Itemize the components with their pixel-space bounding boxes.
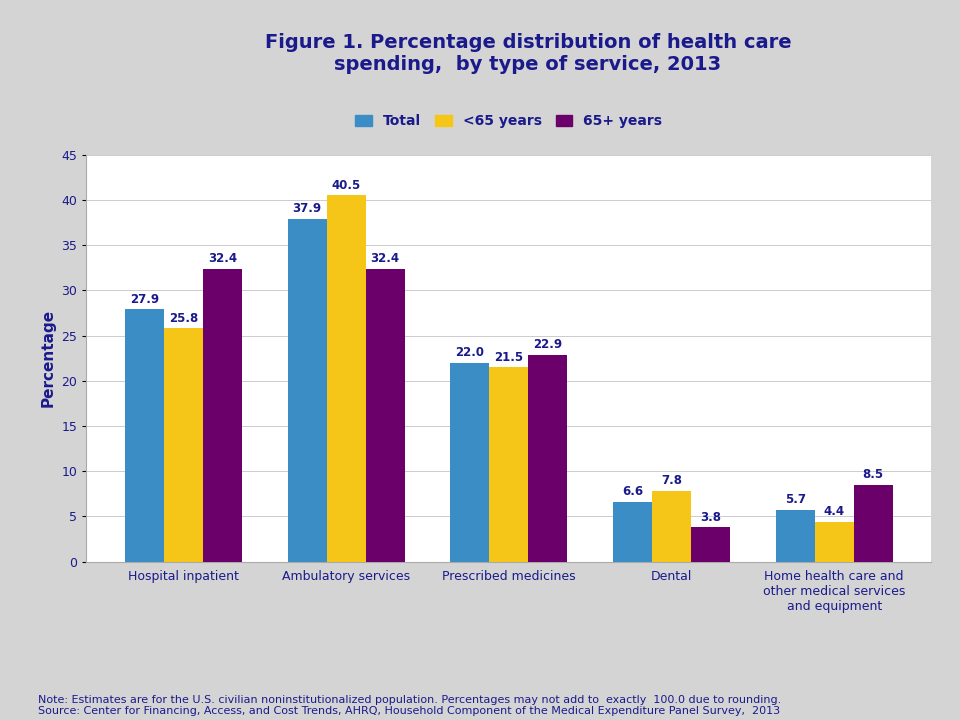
Bar <box>125 310 164 562</box>
Text: 5.7: 5.7 <box>784 493 805 506</box>
Text: 25.8: 25.8 <box>169 312 198 325</box>
Bar <box>528 354 567 562</box>
Bar <box>853 485 893 562</box>
Bar <box>490 367 528 562</box>
Bar <box>612 502 652 562</box>
Text: 22.0: 22.0 <box>455 346 484 359</box>
Text: Note: Estimates are for the U.S. civilian noninstitutionalized population. Perce: Note: Estimates are for the U.S. civilia… <box>38 695 781 716</box>
Bar <box>776 510 815 562</box>
Text: 32.4: 32.4 <box>371 252 399 265</box>
Bar <box>287 219 326 562</box>
Text: 8.5: 8.5 <box>863 468 884 481</box>
Bar <box>652 491 691 562</box>
Bar <box>164 328 203 562</box>
Text: 27.9: 27.9 <box>130 293 159 306</box>
Bar <box>450 363 490 562</box>
Text: 22.9: 22.9 <box>534 338 563 351</box>
Text: 40.5: 40.5 <box>331 179 361 192</box>
Text: 3.8: 3.8 <box>700 510 721 523</box>
Text: Figure 1. Percentage distribution of health care
spending,  by type of service, : Figure 1. Percentage distribution of hea… <box>265 33 791 73</box>
Text: 37.9: 37.9 <box>293 202 322 215</box>
Text: 6.6: 6.6 <box>622 485 643 498</box>
Text: 7.8: 7.8 <box>661 474 682 487</box>
Bar <box>691 527 731 562</box>
Text: 32.4: 32.4 <box>208 252 237 265</box>
Bar <box>326 195 366 562</box>
Legend: Total, <65 years, 65+ years: Total, <65 years, 65+ years <box>349 109 668 134</box>
Bar <box>203 269 242 562</box>
Text: 4.4: 4.4 <box>824 505 845 518</box>
Y-axis label: Percentage: Percentage <box>41 309 56 408</box>
Text: 21.5: 21.5 <box>494 351 523 364</box>
Bar <box>815 522 853 562</box>
Bar <box>366 269 405 562</box>
